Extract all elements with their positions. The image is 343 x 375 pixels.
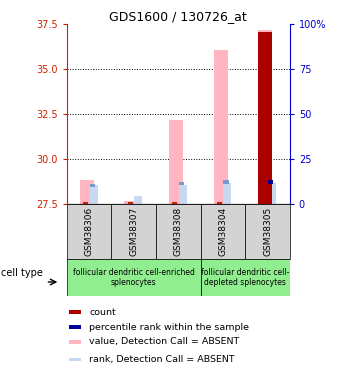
- Bar: [217, 202, 222, 204]
- Bar: [69, 340, 81, 344]
- Bar: [268, 183, 276, 204]
- Bar: [80, 180, 94, 204]
- Bar: [172, 202, 177, 204]
- Text: GSM38307: GSM38307: [129, 207, 138, 256]
- Text: follicular dendritic cell-
depleted splenocytes: follicular dendritic cell- depleted sple…: [201, 268, 289, 287]
- Bar: [268, 180, 273, 184]
- Text: GSM38306: GSM38306: [85, 207, 94, 256]
- Bar: [258, 30, 272, 204]
- Text: GSM38308: GSM38308: [174, 207, 183, 256]
- Bar: [179, 184, 187, 204]
- Text: GSM38305: GSM38305: [263, 207, 272, 256]
- Bar: [258, 32, 272, 204]
- Text: count: count: [89, 308, 116, 316]
- FancyBboxPatch shape: [245, 204, 290, 259]
- Bar: [90, 184, 95, 187]
- Text: cell type: cell type: [1, 268, 43, 278]
- Text: percentile rank within the sample: percentile rank within the sample: [89, 322, 249, 332]
- Text: GSM38304: GSM38304: [218, 207, 227, 256]
- Bar: [169, 120, 183, 204]
- FancyBboxPatch shape: [201, 204, 245, 259]
- Text: follicular dendritic cell-enriched
splenocytes: follicular dendritic cell-enriched splen…: [73, 268, 195, 287]
- Bar: [179, 182, 184, 186]
- Title: GDS1600 / 130726_at: GDS1600 / 130726_at: [109, 10, 247, 23]
- FancyBboxPatch shape: [67, 204, 111, 259]
- FancyBboxPatch shape: [67, 259, 201, 296]
- Text: value, Detection Call = ABSENT: value, Detection Call = ABSENT: [89, 338, 239, 346]
- Bar: [223, 180, 229, 184]
- FancyBboxPatch shape: [156, 204, 201, 259]
- FancyBboxPatch shape: [201, 259, 290, 296]
- FancyBboxPatch shape: [111, 204, 156, 259]
- Bar: [90, 186, 98, 204]
- Bar: [69, 310, 81, 314]
- Bar: [69, 357, 81, 361]
- Bar: [83, 202, 88, 204]
- Bar: [128, 202, 133, 204]
- Bar: [214, 50, 228, 204]
- Bar: [223, 183, 232, 204]
- Bar: [125, 201, 139, 204]
- Text: rank, Detection Call = ABSENT: rank, Detection Call = ABSENT: [89, 355, 235, 364]
- Bar: [69, 325, 81, 329]
- Bar: [134, 196, 142, 204]
